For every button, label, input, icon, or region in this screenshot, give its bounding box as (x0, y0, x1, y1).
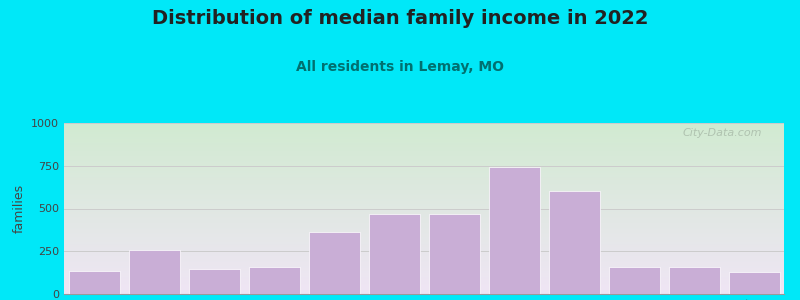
Bar (429, 214, 479, 294)
Text: City-Data.com: City-Data.com (683, 128, 762, 138)
Bar (129, 250, 179, 294)
Bar (669, 268, 719, 294)
Y-axis label: families: families (13, 184, 26, 233)
Bar (489, 167, 539, 294)
Bar (249, 267, 299, 294)
Text: All residents in Lemay, MO: All residents in Lemay, MO (296, 60, 504, 74)
Bar (369, 214, 419, 294)
Bar (549, 190, 599, 294)
Bar (309, 232, 359, 294)
Bar (609, 267, 659, 294)
Bar (69, 271, 119, 294)
Bar (729, 272, 779, 294)
Text: Distribution of median family income in 2022: Distribution of median family income in … (152, 9, 648, 28)
Bar (189, 269, 239, 294)
